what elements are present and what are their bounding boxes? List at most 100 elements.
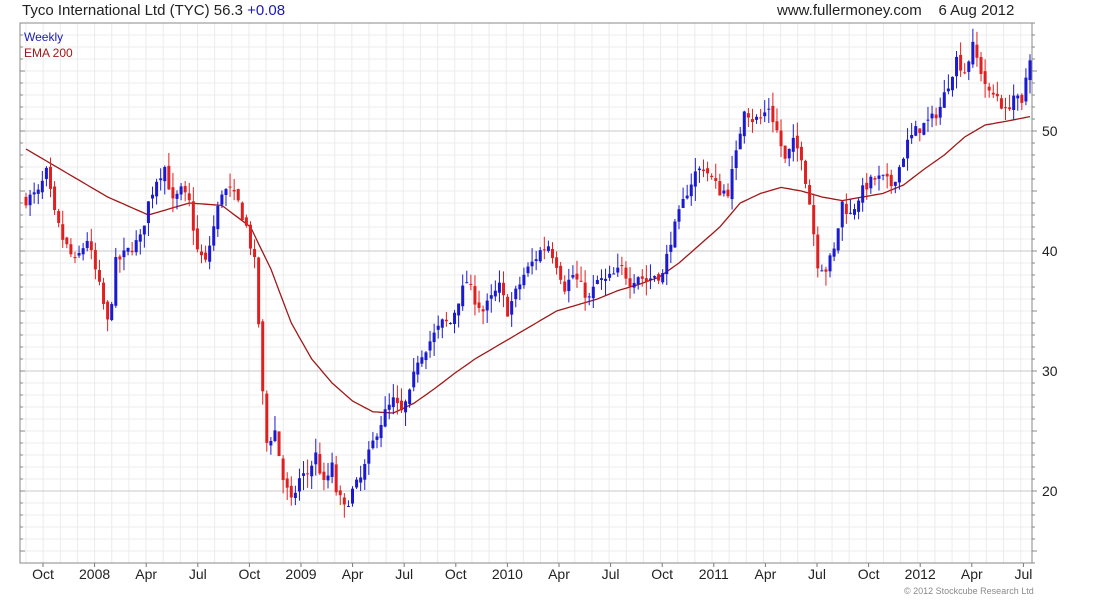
- candle-body: [922, 122, 926, 135]
- candle-body: [665, 253, 669, 275]
- candle-body: [840, 201, 844, 228]
- x-tick-label: 2010: [492, 566, 523, 582]
- site-link[interactable]: www.fullermoney.com: [777, 2, 922, 19]
- candle-body: [151, 194, 155, 199]
- candle-body: [114, 257, 118, 306]
- candle-body: [355, 479, 359, 488]
- candle-body: [302, 473, 306, 476]
- candle-body: [926, 119, 930, 121]
- copyright: © 2012 Stockcube Research Ltd: [904, 586, 1034, 596]
- candle-body: [685, 195, 689, 199]
- candle-body: [869, 176, 873, 189]
- candle-body: [461, 285, 465, 307]
- x-tick-label: Oct: [445, 566, 467, 582]
- candle-body: [595, 280, 599, 284]
- candle-body: [93, 250, 97, 270]
- y-tick-label: 30: [1042, 363, 1058, 379]
- candle-body: [885, 173, 889, 177]
- candle-body: [395, 397, 399, 404]
- price-change: +0.08: [247, 2, 286, 19]
- candle-body: [861, 185, 865, 203]
- x-tick-label: Jul: [1014, 566, 1032, 582]
- candle-body: [359, 477, 363, 483]
- candle-body: [522, 274, 526, 286]
- candle-body: [808, 185, 812, 205]
- candle-body: [714, 178, 718, 181]
- candle-body: [587, 296, 591, 298]
- candle-body: [604, 278, 608, 281]
- candle-body: [677, 209, 681, 222]
- candle-body: [383, 409, 387, 427]
- x-tick-label: 2012: [905, 566, 936, 582]
- candle-body: [224, 189, 228, 195]
- candle-body: [142, 225, 146, 235]
- candle-body: [979, 57, 983, 74]
- candle-body: [742, 111, 746, 137]
- candle-body: [110, 304, 114, 321]
- candle-body: [975, 44, 979, 58]
- candle-body: [183, 186, 187, 193]
- candle-body: [481, 309, 485, 312]
- candle-body: [750, 119, 754, 123]
- candle-body: [779, 130, 783, 147]
- candle-body: [473, 286, 477, 305]
- candle-body: [477, 302, 481, 309]
- candle-body: [738, 133, 742, 150]
- candle-body: [644, 278, 648, 282]
- candle-body: [375, 436, 379, 440]
- candle-body: [138, 234, 142, 242]
- candle-body: [599, 278, 603, 280]
- candle-body: [334, 464, 338, 493]
- candle-body: [763, 112, 767, 117]
- candle-body: [310, 465, 314, 477]
- candle-body: [48, 166, 52, 189]
- candle-body: [771, 105, 775, 123]
- candle-body: [351, 488, 355, 504]
- candle-body: [216, 205, 220, 230]
- candle-body: [910, 134, 914, 139]
- candle-body: [338, 490, 342, 496]
- candle-body: [228, 186, 232, 188]
- candle-body: [563, 281, 567, 292]
- candle-body: [518, 284, 522, 290]
- x-tick-label: Apr: [755, 566, 777, 582]
- candle-body: [465, 282, 469, 284]
- candle-body: [289, 485, 293, 498]
- candle-body: [387, 404, 391, 410]
- candle-body: [510, 301, 514, 315]
- candle-body: [159, 178, 163, 181]
- candle-body: [534, 259, 538, 262]
- candle-body: [759, 117, 763, 119]
- candle-body: [1020, 94, 1024, 103]
- candle-body: [40, 180, 44, 193]
- candle-body: [616, 267, 620, 273]
- candle-body: [432, 332, 436, 343]
- chart-source: www.fullermoney.com 6 Aug 2012: [777, 2, 1014, 19]
- candle-body: [53, 186, 57, 211]
- candle-body: [126, 247, 130, 252]
- candle-body: [824, 269, 828, 272]
- candle-body: [873, 178, 877, 180]
- legend-ema: EMA 200: [24, 46, 73, 60]
- candle-body: [32, 192, 36, 195]
- candle-body: [608, 273, 612, 278]
- candle-body: [816, 234, 820, 269]
- candle-body: [102, 282, 106, 304]
- candle-body: [257, 257, 261, 325]
- candle-body: [253, 249, 257, 258]
- candle-body: [236, 189, 240, 201]
- candle-body: [89, 241, 93, 251]
- candle-body: [1004, 107, 1008, 109]
- candle-body: [208, 245, 212, 262]
- candle-body: [567, 279, 571, 292]
- candle-body: [783, 145, 787, 159]
- x-tick-label: Jul: [395, 566, 413, 582]
- candle-body: [828, 255, 832, 272]
- candle-body: [363, 463, 367, 480]
- candle-body: [999, 98, 1003, 109]
- candle-body: [265, 393, 269, 443]
- candle-body: [583, 282, 587, 298]
- candle-body: [657, 274, 661, 281]
- candle-body: [820, 270, 824, 272]
- candle-body: [220, 194, 224, 205]
